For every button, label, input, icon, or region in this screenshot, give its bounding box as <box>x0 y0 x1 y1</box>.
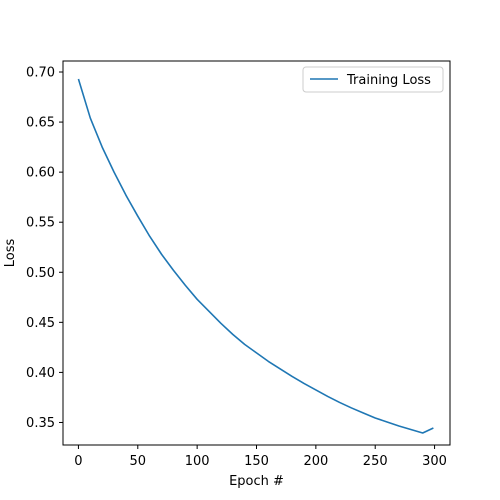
y-tick-label: 0.65 <box>26 116 55 131</box>
x-tick-label: 0 <box>74 454 82 469</box>
y-axis-label: Loss <box>3 239 18 268</box>
x-tick-label: 200 <box>303 454 328 469</box>
legend: Training Loss <box>302 66 444 93</box>
plot-area <box>77 78 434 434</box>
x-tick-label: 250 <box>363 454 388 469</box>
y-axis-ticks: 0.35 0.40 0.45 0.50 0.55 0.60 0.65 0.70 <box>26 66 63 431</box>
series-line-0 <box>77 78 434 434</box>
x-tick-label: 100 <box>185 454 210 469</box>
legend-label-training-loss: Training Loss <box>346 73 431 88</box>
y-tick-label: 0.50 <box>26 266 55 281</box>
y-tick-label: 0.55 <box>26 216 55 231</box>
x-axis-label: Epoch # <box>229 474 284 489</box>
x-axis-ticks: 0 50 100 150 200 250 300 <box>74 445 447 469</box>
y-tick-label: 0.35 <box>26 416 55 431</box>
x-tick-label: 50 <box>130 454 147 469</box>
y-tick-label: 0.45 <box>26 316 55 331</box>
x-tick-label: 300 <box>422 454 447 469</box>
axes-frame <box>62 60 451 446</box>
y-tick-label: 0.60 <box>26 166 55 181</box>
legend-box <box>302 66 444 93</box>
y-tick-label: 0.40 <box>26 366 55 381</box>
x-tick-label: 150 <box>244 454 269 469</box>
y-tick-label: 0.70 <box>26 66 55 81</box>
